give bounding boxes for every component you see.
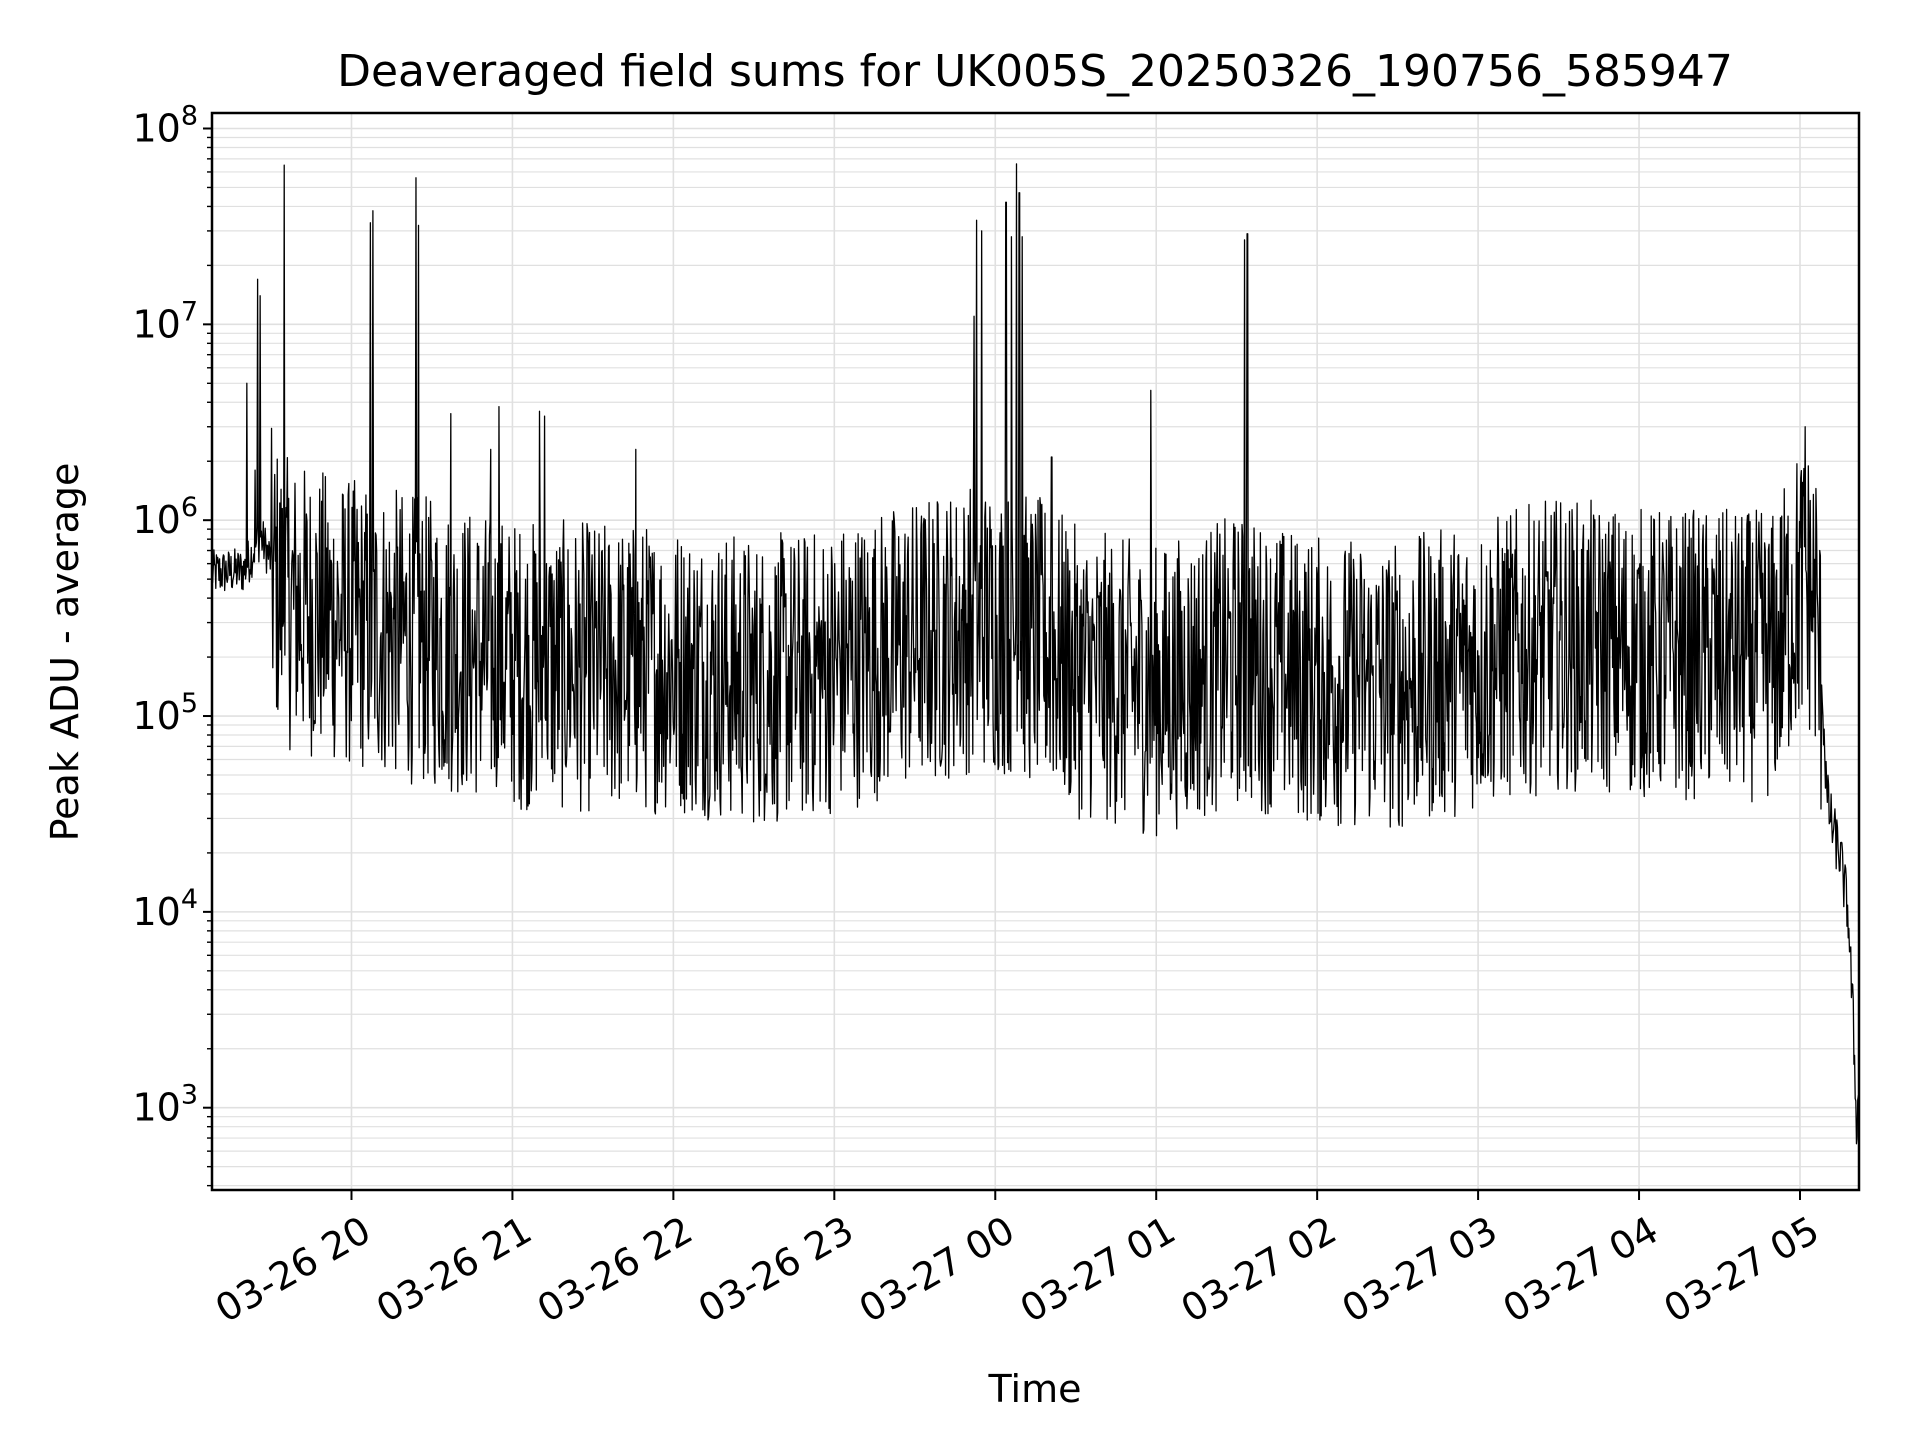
chart-title: Deaveraged field sums for UK005S_2025032… xyxy=(337,46,1733,97)
y-tick-label: 105 xyxy=(132,688,198,738)
y-tick-label: 107 xyxy=(132,296,198,346)
y-axis-label: Peak ADU - average xyxy=(43,463,87,842)
grid xyxy=(212,113,1859,1190)
x-axis-label: Time xyxy=(988,1367,1082,1411)
plot-frame xyxy=(210,111,1861,1192)
series-path xyxy=(211,163,1860,1145)
y-axis-ticks: 103 104 105 106 107 108 xyxy=(132,101,212,1187)
y-tick-label: 103 xyxy=(132,1080,198,1130)
y-tick-label: 104 xyxy=(132,884,198,934)
y-tick-label: 106 xyxy=(132,492,198,542)
y-tick-label: 108 xyxy=(132,101,198,151)
series-line xyxy=(211,163,1860,1145)
